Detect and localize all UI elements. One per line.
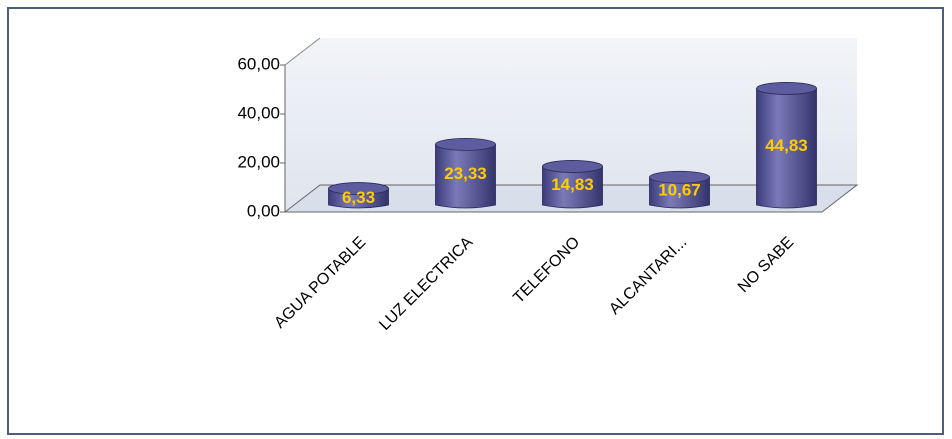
bar [542, 160, 603, 209]
y-tick-label: 20,00 [237, 152, 280, 171]
wall-edge [284, 37, 321, 66]
bar-part [542, 160, 603, 173]
value-label: 44,83 [765, 136, 808, 155]
value-label: 6,33 [342, 188, 375, 207]
bar [649, 170, 710, 209]
value-label: 23,33 [444, 164, 487, 183]
y-tick-label: 40,00 [237, 103, 280, 122]
bar [435, 137, 496, 209]
bar-part [649, 170, 710, 184]
bar-part [435, 143, 496, 209]
value-label: 10,67 [658, 181, 701, 200]
value-label: 14,83 [551, 175, 594, 194]
back-wall [285, 38, 857, 212]
bar-part [435, 137, 496, 151]
bar [328, 182, 389, 209]
y-tick-label: 0,00 [247, 201, 280, 220]
bar-part [328, 182, 389, 195]
bar-part [649, 176, 710, 209]
bar-part [756, 82, 817, 95]
y-tick-label: 60,00 [237, 54, 280, 73]
bar-part [542, 166, 603, 209]
bar [756, 82, 817, 209]
bar-part [756, 88, 817, 209]
